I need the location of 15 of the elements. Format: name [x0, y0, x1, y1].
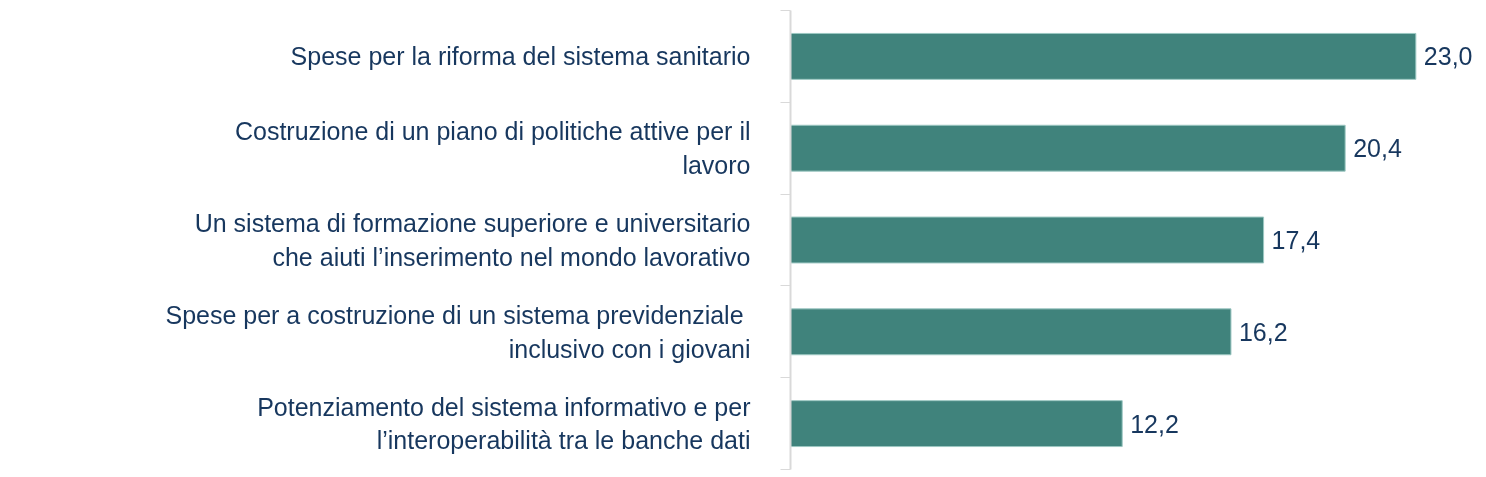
y-tick-label: Un sistema di formazione superiore e universitario che aiuti l’inserimento nel mondo lavorativo [194, 209, 751, 271]
data-label: 17,4 [1271, 226, 1321, 254]
y-tick-label: Potenziamento del sistema informativo e per l’interoperabilità tra le banche dati [257, 392, 751, 455]
data-label: 12,2 [1130, 409, 1179, 438]
data-label: 20,4 [1353, 134, 1402, 163]
bar [790, 308, 1232, 356]
bar [790, 400, 1123, 448]
y-tick-label: Spese per la riforma del sistema sanitario [290, 42, 751, 71]
bar [790, 216, 1265, 264]
data-label: 16,2 [1238, 317, 1288, 346]
bar [790, 124, 1346, 172]
y-tick-label: Spese per a costruzione di un sistema previdenziale inclusivo con i giovani [165, 301, 751, 363]
y-tick-label: Costruzione di un piano di politiche attive per il lavoro [234, 117, 751, 179]
bar [790, 32, 1417, 80]
data-label: 23,0 [1423, 42, 1473, 71]
